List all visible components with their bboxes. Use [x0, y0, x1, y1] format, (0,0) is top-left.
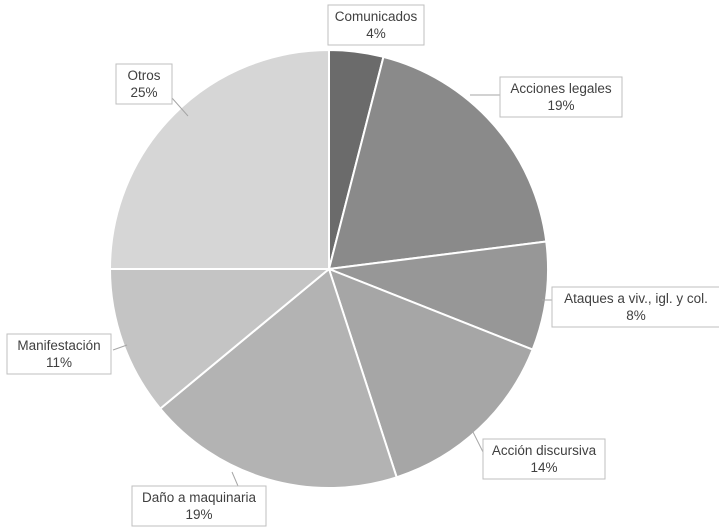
data-label: Acciones legales 19%: [499, 76, 623, 118]
pie-slice: [158, 267, 398, 489]
data-label-box: [6, 333, 112, 375]
leader-lines: [112, 94, 552, 487]
data-label: Otros 25%: [115, 63, 173, 105]
slice-name-label: Manifestación: [17, 338, 100, 353]
data-label-box: [499, 76, 623, 118]
pie-slice: [108, 268, 332, 411]
pie-slice: [327, 55, 548, 271]
data-label: Acción discursiva 14%: [482, 438, 606, 480]
data-label-box: [327, 4, 425, 46]
data-label: Daño a maquinaria 19%: [131, 485, 267, 527]
slice-percent-label: 19%: [185, 507, 212, 522]
leader-line: [171, 97, 189, 117]
pie-slice: [108, 48, 330, 270]
slice-name-label: Daño a maquinaria: [142, 490, 257, 505]
slice-percent-label: 4%: [366, 26, 386, 41]
leader-line: [231, 471, 239, 487]
slice-percent-label: 8%: [626, 308, 646, 323]
data-labels: Comunicados 4% Acciones legales 19% Ataques …: [6, 4, 719, 527]
pie-slices: [108, 48, 549, 489]
data-label-box: [551, 286, 719, 328]
data-label-box: [115, 63, 173, 105]
slice-percent-label: 19%: [547, 98, 574, 113]
leader-line: [112, 344, 128, 351]
data-label-box: [482, 438, 606, 480]
slice-name-label: Acción discursiva: [492, 443, 597, 458]
data-label: Manifestación 11%: [6, 333, 112, 375]
pie-slice: [328, 240, 549, 351]
data-label: Ataques a viv., igl. y col. 8%: [551, 286, 719, 328]
slice-name-label: Otros: [127, 68, 160, 83]
slice-percent-label: 25%: [130, 85, 157, 100]
slice-name-label: Comunicados: [335, 9, 418, 24]
leader-line: [472, 431, 484, 453]
data-label-box: [131, 485, 267, 527]
data-label: Comunicados 4%: [327, 4, 425, 46]
slice-name-label: Ataques a viv., igl. y col.: [564, 291, 708, 306]
slice-name-label: Acciones legales: [510, 81, 612, 96]
slice-percent-label: 11%: [46, 355, 72, 370]
slice-percent-label: 14%: [530, 460, 557, 475]
